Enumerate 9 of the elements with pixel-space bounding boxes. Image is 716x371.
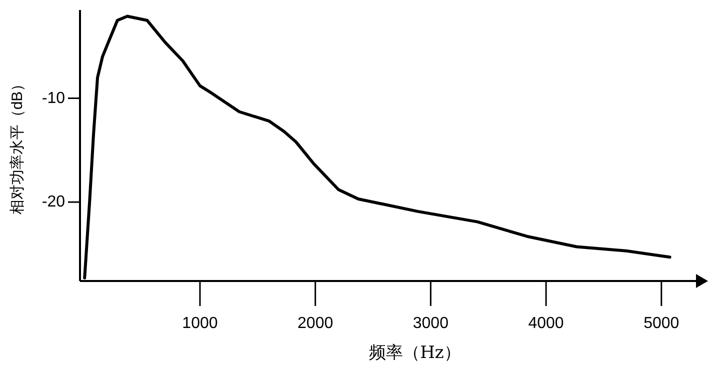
x-tick-label: 2000 xyxy=(298,315,334,332)
y-tick-label: -20 xyxy=(42,194,66,211)
y-tick-label: -10 xyxy=(42,90,66,107)
x-tick-label: 1000 xyxy=(182,315,218,332)
x-tick-label: 5000 xyxy=(644,315,680,332)
x-tick-label: 3000 xyxy=(412,315,449,332)
x-tick-label: 4000 xyxy=(528,315,564,332)
y-axis-title: 相对功率水平（dB） xyxy=(9,76,26,215)
x-axis-title: 频率（Hz） xyxy=(369,343,461,363)
